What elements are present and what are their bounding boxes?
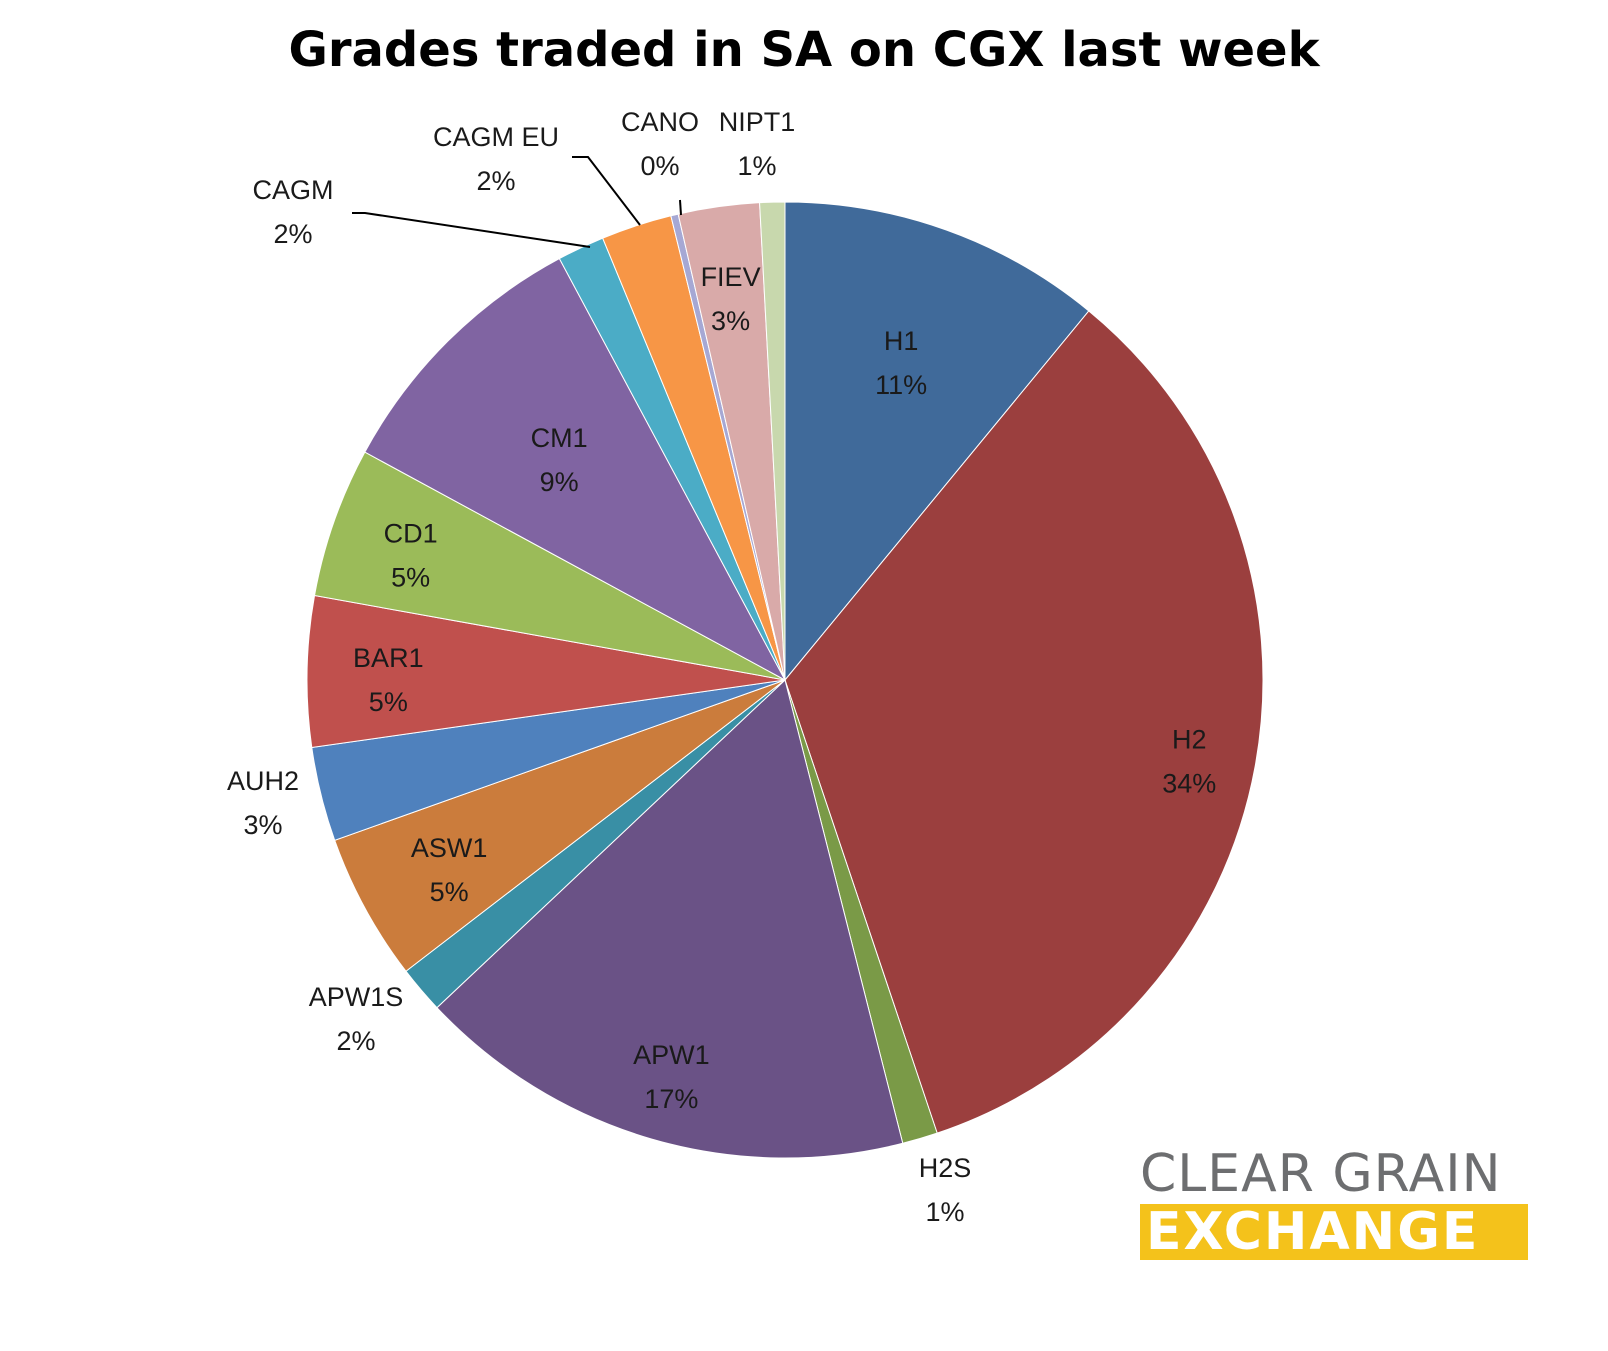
slice-label-cd1: CD1 5% <box>384 519 438 593</box>
pie-slice-cm1 <box>364 257 787 682</box>
logo-text-top: CLEAR GRAIN <box>1140 1144 1502 1204</box>
pie-slice-apw1 <box>436 679 904 1159</box>
labels-layer: H1 11%H2 34%H2S 1%APW1 17%APW1S 2%ASW1 5%AUH2 3… <box>227 107 1216 1227</box>
slice-percent: 11% <box>875 370 927 400</box>
pie-slice-cd1 <box>313 451 786 681</box>
slice-label-nipt1: NIPT1 1% <box>719 107 796 181</box>
slice-percent: 9% <box>540 467 579 497</box>
slice-percent: 5% <box>391 563 430 593</box>
pie-slice-asw1 <box>334 679 786 972</box>
pie-slice-h1 <box>784 201 1090 682</box>
slice-percent: 1% <box>737 151 776 181</box>
slice-name: BAR1 <box>353 643 424 673</box>
slice-percent: 2% <box>336 1026 375 1056</box>
slice-label-h2s: H2S 1% <box>919 1153 972 1227</box>
slice-label-apw1s: APW1S 2% <box>309 982 404 1056</box>
leader-line-cagm <box>352 212 591 248</box>
slice-name: H2 <box>1172 725 1207 755</box>
slice-name: AUH2 <box>227 766 299 796</box>
clear-grain-exchange-logo: CLEAR GRAIN EXCHANGE <box>1140 1148 1540 1260</box>
slice-label-h1: H1 11% <box>875 326 927 400</box>
slice-label-asw1: ASW1 5% <box>411 833 488 907</box>
slice-name: CM1 <box>531 423 588 453</box>
logo-text-bottom: EXCHANGE <box>1140 1204 1528 1260</box>
slice-name: CAGM EU <box>433 122 559 152</box>
leader-lines <box>352 156 682 248</box>
slice-label-cano: CANO 0% <box>621 107 699 181</box>
pie-slice-bar1 <box>306 594 786 749</box>
slice-label-auh2: AUH2 3% <box>227 766 299 840</box>
slice-label-cm1: CM1 9% <box>531 423 588 497</box>
slice-percent: 3% <box>711 306 750 336</box>
slice-percent: 2% <box>476 166 515 196</box>
leader-line-cano <box>679 199 682 216</box>
slice-name: APW1 <box>633 1040 710 1070</box>
slice-percent: 17% <box>644 1084 698 1114</box>
slice-percent: 1% <box>925 1197 964 1227</box>
slice-label-cagm-eu: CAGM EU 2% <box>433 122 559 196</box>
slice-name: H2S <box>919 1153 972 1183</box>
slice-percent: 5% <box>369 687 408 717</box>
slice-name: H1 <box>884 326 919 356</box>
pie-slice-nipt1 <box>759 201 786 681</box>
slice-name: CD1 <box>384 519 438 549</box>
slice-percent: 2% <box>273 219 312 249</box>
slice-name: CAGM <box>253 175 334 205</box>
slice-percent: 3% <box>243 810 282 840</box>
slices-layer <box>306 201 1264 1159</box>
slice-name: NIPT1 <box>719 107 796 137</box>
slice-percent: 34% <box>1162 769 1216 799</box>
leader-line-cagm-eu <box>572 156 641 226</box>
slice-name: FIEV <box>701 262 761 292</box>
chart-title: Grades traded in SA on CGX last week <box>288 22 1320 78</box>
slice-name: APW1S <box>309 982 404 1012</box>
slice-label-bar1: BAR1 5% <box>353 643 424 717</box>
slice-label-cagm: CAGM 2% <box>253 175 334 249</box>
slice-name: ASW1 <box>411 833 488 863</box>
slice-label-h2: H2 34% <box>1162 725 1216 799</box>
slice-label-fiev: FIEV 3% <box>701 262 761 336</box>
slice-percent: 0% <box>640 151 679 181</box>
slice-label-apw1: APW1 17% <box>633 1040 710 1114</box>
slice-percent: 5% <box>430 877 469 907</box>
pie-slice-h2 <box>784 310 1264 1134</box>
slice-name: CANO <box>621 107 699 137</box>
